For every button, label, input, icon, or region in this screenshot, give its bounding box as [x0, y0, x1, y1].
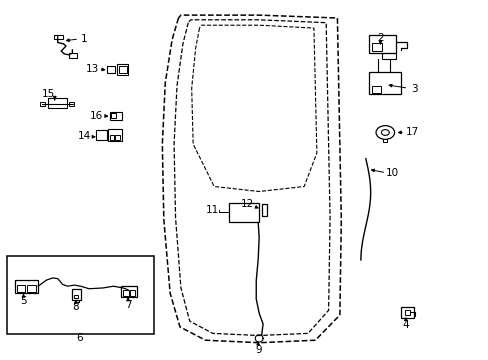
Bar	[368, 72, 400, 94]
Bar	[40, 102, 45, 106]
Bar	[69, 102, 74, 106]
Text: 13: 13	[86, 64, 100, 74]
Bar	[74, 295, 78, 298]
Text: 2: 2	[376, 33, 383, 43]
Bar	[69, 53, 77, 58]
Bar	[110, 112, 122, 120]
Bar	[15, 280, 38, 293]
Text: 17: 17	[405, 127, 418, 138]
Bar	[383, 139, 386, 142]
Bar	[115, 135, 120, 140]
Bar	[48, 98, 66, 108]
Bar	[261, 204, 267, 216]
Bar	[96, 130, 106, 140]
Text: 11: 11	[205, 204, 219, 215]
Bar	[117, 64, 128, 75]
Text: 6: 6	[76, 333, 82, 343]
Bar	[371, 43, 382, 51]
Bar	[368, 35, 395, 53]
Text: 7: 7	[124, 300, 131, 310]
Bar	[371, 86, 381, 93]
Text: 4: 4	[402, 320, 408, 330]
Text: 3: 3	[410, 84, 417, 94]
Bar	[123, 290, 129, 296]
Bar	[111, 113, 116, 118]
Text: 12: 12	[240, 199, 253, 209]
Text: 8: 8	[72, 302, 79, 312]
Text: 10: 10	[386, 168, 398, 178]
Bar	[72, 289, 81, 300]
Bar	[130, 290, 135, 296]
Text: 1: 1	[81, 33, 87, 44]
Text: 9: 9	[254, 345, 261, 355]
Text: 15: 15	[42, 89, 56, 99]
Bar	[7, 256, 154, 334]
Bar	[106, 66, 115, 73]
Text: 5: 5	[20, 296, 27, 306]
Bar	[17, 285, 25, 292]
Bar	[404, 310, 409, 315]
Bar	[382, 53, 395, 59]
Bar	[228, 203, 259, 222]
Bar	[54, 35, 62, 39]
Bar	[400, 307, 413, 318]
Bar	[108, 129, 122, 141]
Bar	[27, 285, 36, 292]
Bar	[121, 286, 137, 297]
Bar	[109, 135, 114, 140]
Bar	[119, 66, 126, 73]
Text: 16: 16	[90, 111, 103, 121]
Text: 14: 14	[78, 131, 91, 141]
